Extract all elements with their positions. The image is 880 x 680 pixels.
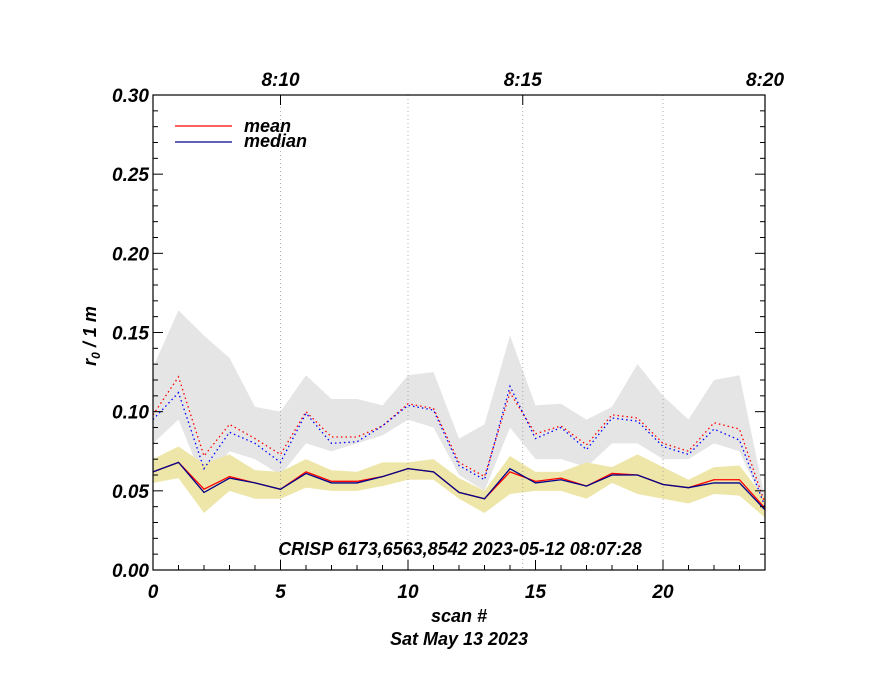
y-tick-label: 0.15 — [112, 324, 149, 345]
lower-range-band — [153, 446, 765, 518]
legend-median-label: median — [244, 131, 307, 151]
range-bands — [153, 310, 765, 518]
axis-ticks — [152, 94, 766, 571]
top-tick-label: 8:15 — [504, 70, 542, 91]
y-tick-label: 0.05 — [112, 482, 149, 503]
legend: mean median — [175, 116, 307, 151]
y-tick-label: 0.30 — [112, 86, 149, 107]
top-tick-label: 8:20 — [746, 70, 784, 91]
series-line-1 — [152, 461, 766, 511]
y-tick-label: 0.00 — [112, 561, 149, 582]
x-axis-label: scan # — [431, 606, 487, 626]
legend-mean-label: mean — [244, 116, 291, 136]
top-tick-label: 8:10 — [261, 70, 299, 91]
x-tick-label: 5 — [275, 582, 286, 603]
tick-labels: 0.00 0.05 0.10 0.15 0.20 0.25 0.30 0 5 10 15 20 8:10… — [112, 70, 784, 603]
series-line-2 — [152, 375, 766, 504]
series-lines — [152, 375, 766, 511]
y-tick-label: 0.25 — [112, 165, 149, 186]
upper-range-band — [153, 310, 765, 507]
chart-annotation: CRISP 6173,6563,8542 2023-05-12 08:07:28 — [278, 539, 642, 559]
y-tick-label: 0.20 — [112, 244, 149, 265]
y-tick-label: 0.10 — [112, 403, 149, 424]
x-tick-label: 10 — [397, 582, 419, 603]
x-tick-label: 20 — [651, 582, 674, 603]
date-label: Sat May 13 2023 — [390, 629, 528, 649]
series-line-3 — [152, 384, 766, 507]
x-tick-label: 15 — [525, 582, 547, 603]
y-axis-label: r0 / 1 m — [80, 306, 103, 366]
x-tick-label: 0 — [148, 582, 159, 603]
